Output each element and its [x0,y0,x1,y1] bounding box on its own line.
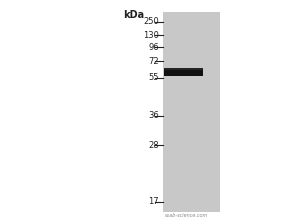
Text: kDa: kDa [123,10,144,20]
Text: 17: 17 [148,198,159,207]
Text: 28: 28 [148,140,159,149]
Text: 96: 96 [148,43,159,52]
Text: 72: 72 [148,56,159,65]
Text: 36: 36 [148,112,159,121]
Text: 250: 250 [143,17,159,26]
Text: 130: 130 [143,30,159,39]
Bar [164,68,203,76]
Bar [164,68,203,70]
Text: w.ab-science.com: w.ab-science.com [165,213,208,218]
Text: 55: 55 [148,73,159,82]
Bar [163,12,220,212]
